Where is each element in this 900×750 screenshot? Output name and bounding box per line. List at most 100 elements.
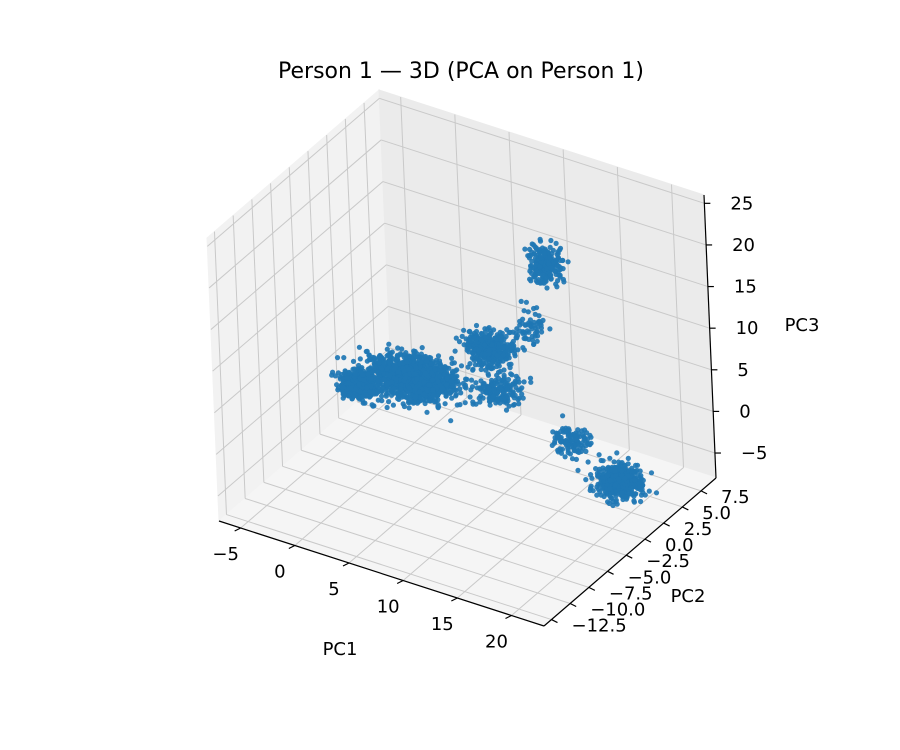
scatter-point [449,384,456,390]
scatter-point [528,263,534,269]
scatter-point [423,353,429,360]
scatter-point [334,382,340,388]
scatter-point [458,363,465,369]
scatter-point [442,401,448,407]
scatter-point [457,386,463,392]
scatter-point [461,327,467,333]
scatter-point [424,409,430,415]
scatter-point [394,354,400,360]
scatter-point [398,386,404,392]
x-tick-mark [234,527,241,532]
scatter-point [541,280,547,286]
scatter-point [604,466,610,472]
scatter-point [352,386,358,392]
scatter-point [554,262,561,268]
scatter-point [612,468,618,474]
scatter-point [383,391,389,397]
scatter-point [610,502,616,509]
scatter-point [506,361,512,368]
scatter-point [468,387,474,393]
scatter-point [571,447,578,453]
scatter-point [454,378,461,384]
scatter-point [600,471,606,477]
grid-line-x-back [616,166,630,451]
scatter-point [642,492,648,498]
scatter-point [519,320,525,326]
scatter-point [538,325,545,331]
scatter-point [486,347,492,353]
scatter-point [558,438,564,444]
scatter-point [468,377,475,383]
grid-line-z-left [212,222,385,372]
x-axis-label: PC1 [323,639,358,660]
scatter-point [531,322,537,329]
grid-line-y-floor [301,449,627,556]
scatter-point [427,398,433,404]
scatter-point [637,484,643,490]
scatter-point [454,367,460,373]
scatter-point [599,485,606,491]
tick-label: −10.0 [590,600,645,621]
scatter-point [549,442,555,448]
scatter-point [361,377,367,383]
scatter-point [547,326,553,332]
scatter-point [473,322,480,329]
scatter-point [449,355,455,361]
scatter-point [573,437,579,443]
scatter-point [494,360,500,366]
scatter-point [494,352,500,359]
tick-label: −2.5 [646,551,690,572]
scatter-point [634,462,641,468]
scatter-point [390,402,396,408]
scatter-point [414,376,420,382]
scatter-points [329,236,660,509]
scatter-point [465,346,471,352]
scatter-point [503,333,509,340]
scatter-point [334,355,341,361]
scatter-point [548,237,554,244]
x-tick-mark [288,544,296,550]
scatter-point [585,441,591,447]
scatter-point [526,336,532,342]
scatter-point [471,330,477,336]
scatter-point [585,459,591,465]
scatter-point [631,499,638,505]
scatter-point [356,381,362,388]
scatter-point [450,368,456,375]
scatter-point [370,389,376,396]
scatter-point [597,489,603,495]
scatter-point [527,375,534,381]
scatter-point [387,353,393,359]
scatter-point [366,356,373,362]
scatter-point [569,456,576,462]
grid-line-x-back [671,184,684,468]
scatter-point [444,376,450,382]
y-tick-mark [682,506,689,511]
scatter-point [629,468,635,474]
scatter-point [478,393,484,399]
scatter-point [522,246,528,252]
scatter-point [494,381,500,387]
scatter-point [437,373,443,379]
scatter-point [560,266,566,272]
scatter-point [540,272,546,278]
scatter-point [545,261,552,267]
tick-label: −5.0 [628,567,672,588]
scatter-point [563,429,569,435]
tick-labels: −5 0 5 10 15 20 −12.5−10.0−7.5−5.0−2.50.02.55.… [212,193,767,652]
scatter-point [395,345,401,351]
scatter-point [576,441,582,447]
scatter-point [411,399,417,405]
grid-line-y-left [307,151,321,435]
grid-line-y-left [270,183,284,467]
scatter-point [356,344,362,350]
scatter-point [384,366,390,372]
scatter-point [389,379,395,385]
scatter-point [413,365,419,371]
scatter-point [448,418,454,424]
scatter-point [607,455,613,461]
scatter-point [519,391,525,397]
x-axis-line [218,520,545,627]
scatter-point [622,475,628,481]
scatter-point [418,351,424,357]
